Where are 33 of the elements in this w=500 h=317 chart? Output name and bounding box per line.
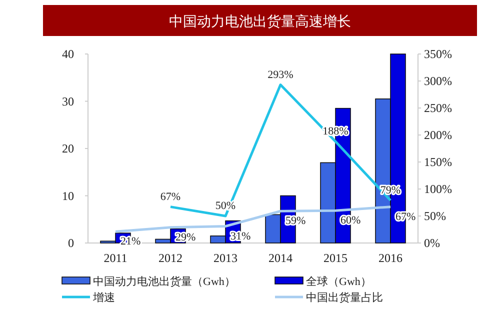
y2-tick-label: 0%: [424, 236, 440, 250]
y-tick-label: 0: [68, 236, 74, 250]
legend-label: 全球（Gwh）: [306, 275, 372, 288]
data-label: 21%: [120, 236, 141, 248]
y2-tick-label: 250%: [424, 101, 452, 115]
x-tick-label: 2012: [158, 251, 182, 265]
y2-tick-label: 150%: [424, 155, 452, 169]
x-tick-label: 2015: [324, 251, 348, 265]
data-label: 67%: [396, 210, 416, 223]
y-tick-label: 40: [62, 47, 74, 61]
y2-tick-label: 200%: [424, 128, 452, 142]
legend-label: 中国动力电池出货量（Gwh）: [93, 275, 236, 288]
x-tick-label: 2016: [378, 251, 402, 265]
legend-label: 增速: [92, 291, 115, 304]
x-tick-label: 2013: [214, 251, 238, 265]
y2-tick-label: 300%: [424, 74, 452, 88]
data-label: 59%: [286, 215, 306, 228]
x-tick-label: 2011: [104, 251, 128, 265]
data-label: 293%: [268, 68, 294, 81]
data-label: 60%: [340, 214, 361, 227]
data-label: 188%: [322, 125, 348, 138]
data-label: 31%: [230, 230, 251, 242]
chart-title: 中国动力电池出货量高速增长: [169, 14, 351, 30]
x-tick-label: 2014: [268, 251, 292, 265]
y-tick-label: 20: [62, 142, 74, 156]
data-label: 29%: [176, 231, 196, 244]
y-tick-label: 30: [62, 94, 74, 108]
y2-tick-label: 350%: [424, 47, 452, 61]
y2-tick-label: 100%: [424, 182, 452, 196]
legend-label: 中国出货量占比: [306, 291, 383, 304]
y2-tick-label: 50%: [424, 209, 446, 223]
data-label: 67%: [160, 190, 181, 203]
y-tick-label: 10: [62, 188, 74, 203]
